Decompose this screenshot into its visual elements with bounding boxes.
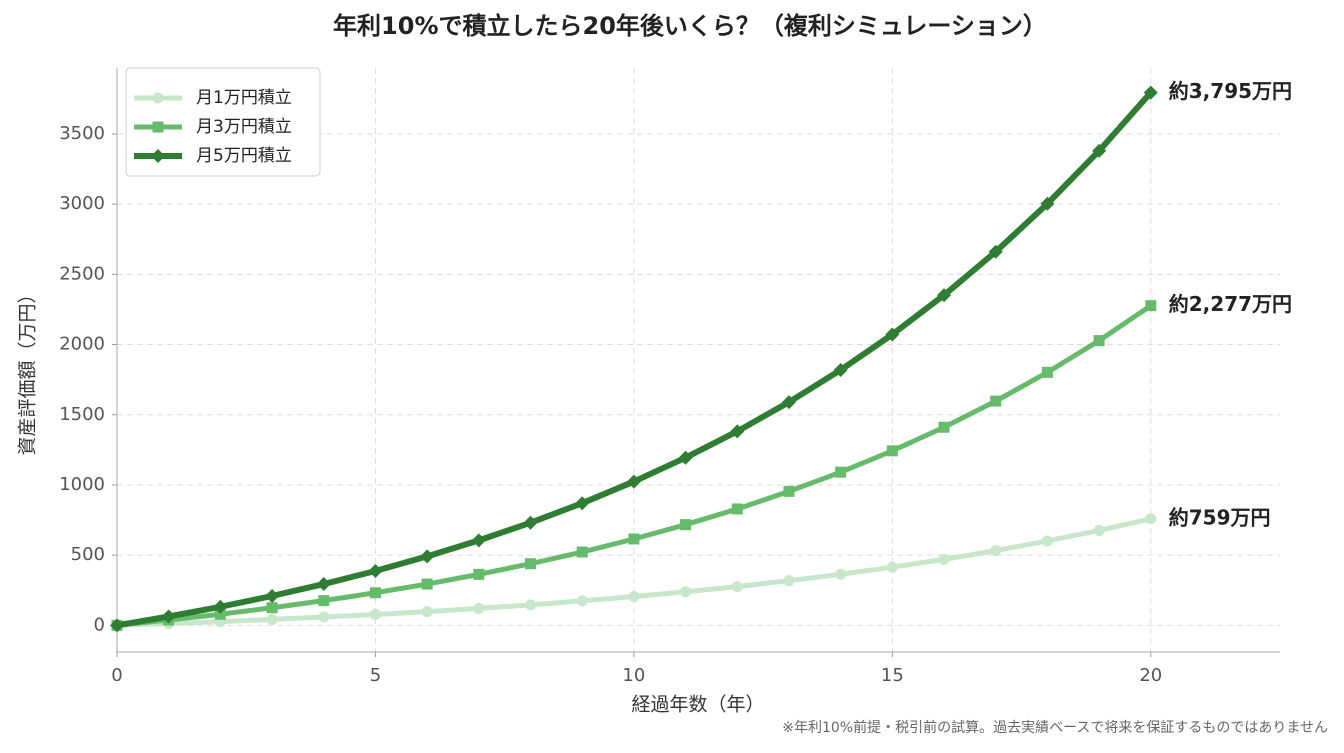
- point: [1092, 143, 1107, 158]
- point: [318, 611, 330, 623]
- point: [473, 602, 485, 614]
- point: [420, 549, 435, 564]
- x-tick-label: 15: [881, 665, 904, 686]
- point: [1041, 535, 1053, 547]
- point: [576, 546, 588, 558]
- point: [835, 568, 847, 580]
- point: [1093, 335, 1105, 347]
- point: [369, 587, 381, 599]
- footnote: ※年利10%前提・税引前の試算。過去実績ベースで将来を保証するものではありません: [782, 719, 1328, 736]
- y-tick-label: 1500: [59, 404, 105, 425]
- point: [368, 563, 383, 578]
- point: [471, 533, 486, 548]
- point: [835, 466, 847, 478]
- point: [886, 561, 898, 573]
- point: [885, 327, 900, 342]
- point: [1143, 85, 1158, 100]
- y-tick-label: 500: [71, 544, 105, 565]
- x-tick-label: 5: [370, 665, 381, 686]
- point: [421, 578, 433, 590]
- point: [781, 395, 796, 410]
- point: [421, 606, 433, 618]
- point: [937, 288, 952, 303]
- point: [628, 533, 640, 545]
- point: [523, 515, 538, 530]
- point: [680, 586, 692, 598]
- point: [626, 474, 641, 489]
- point: [266, 613, 278, 625]
- point: [783, 575, 795, 587]
- point: [678, 450, 693, 465]
- y-tick-label: 3000: [59, 193, 105, 214]
- point: [473, 568, 485, 580]
- point: [214, 608, 226, 620]
- y-tick-label: 2000: [59, 334, 105, 355]
- x-axis-label: 経過年数（年）: [631, 694, 764, 716]
- value-label: 約3,795万円: [1169, 79, 1292, 103]
- legend-marker: [152, 92, 164, 104]
- legend-label: 月5万円積立: [196, 146, 292, 166]
- point: [730, 424, 745, 439]
- y-tick-label: 1000: [59, 474, 105, 495]
- point: [988, 244, 1003, 259]
- chart-title: 年利10%で積立したら20年後いくら？（複利シミュレーション）: [333, 12, 1047, 40]
- point: [731, 581, 743, 593]
- point: [990, 395, 1002, 407]
- point: [731, 503, 743, 515]
- legend-marker: [151, 149, 165, 163]
- point: [1145, 513, 1157, 525]
- value-label: 約2,277万円: [1169, 292, 1292, 316]
- point: [938, 421, 950, 433]
- value-label: 約759万円: [1169, 505, 1271, 529]
- point: [525, 599, 537, 611]
- point: [110, 618, 124, 633]
- point: [680, 519, 692, 531]
- point: [1145, 300, 1157, 312]
- point: [265, 588, 280, 603]
- point: [576, 595, 588, 607]
- x-tick-label: 20: [1139, 665, 1162, 686]
- point: [938, 553, 950, 565]
- point: [1093, 524, 1105, 536]
- point: [525, 558, 537, 570]
- point: [886, 445, 898, 457]
- legend-label: 月1万円積立: [196, 88, 292, 108]
- point: [266, 602, 278, 614]
- point: [369, 609, 381, 621]
- y-tick-label: 3500: [59, 123, 105, 144]
- point: [316, 577, 331, 592]
- legend-box: [125, 67, 321, 177]
- point: [990, 545, 1002, 557]
- point: [575, 496, 590, 511]
- point: [213, 599, 228, 614]
- point: [318, 595, 330, 607]
- point: [628, 591, 640, 603]
- point: [833, 362, 848, 377]
- x-tick-label: 10: [622, 665, 645, 686]
- y-tick-label: 0: [94, 614, 105, 635]
- point: [1041, 366, 1053, 378]
- y-axis-label: 資産評価額（万円）: [17, 284, 39, 455]
- point: [161, 609, 176, 624]
- legend-marker: [152, 121, 164, 133]
- point: [783, 485, 795, 497]
- point: [1040, 196, 1055, 211]
- x-tick-label: 0: [111, 665, 122, 686]
- y-tick-label: 2500: [59, 263, 105, 284]
- legend-label: 月3万円積立: [196, 117, 292, 137]
